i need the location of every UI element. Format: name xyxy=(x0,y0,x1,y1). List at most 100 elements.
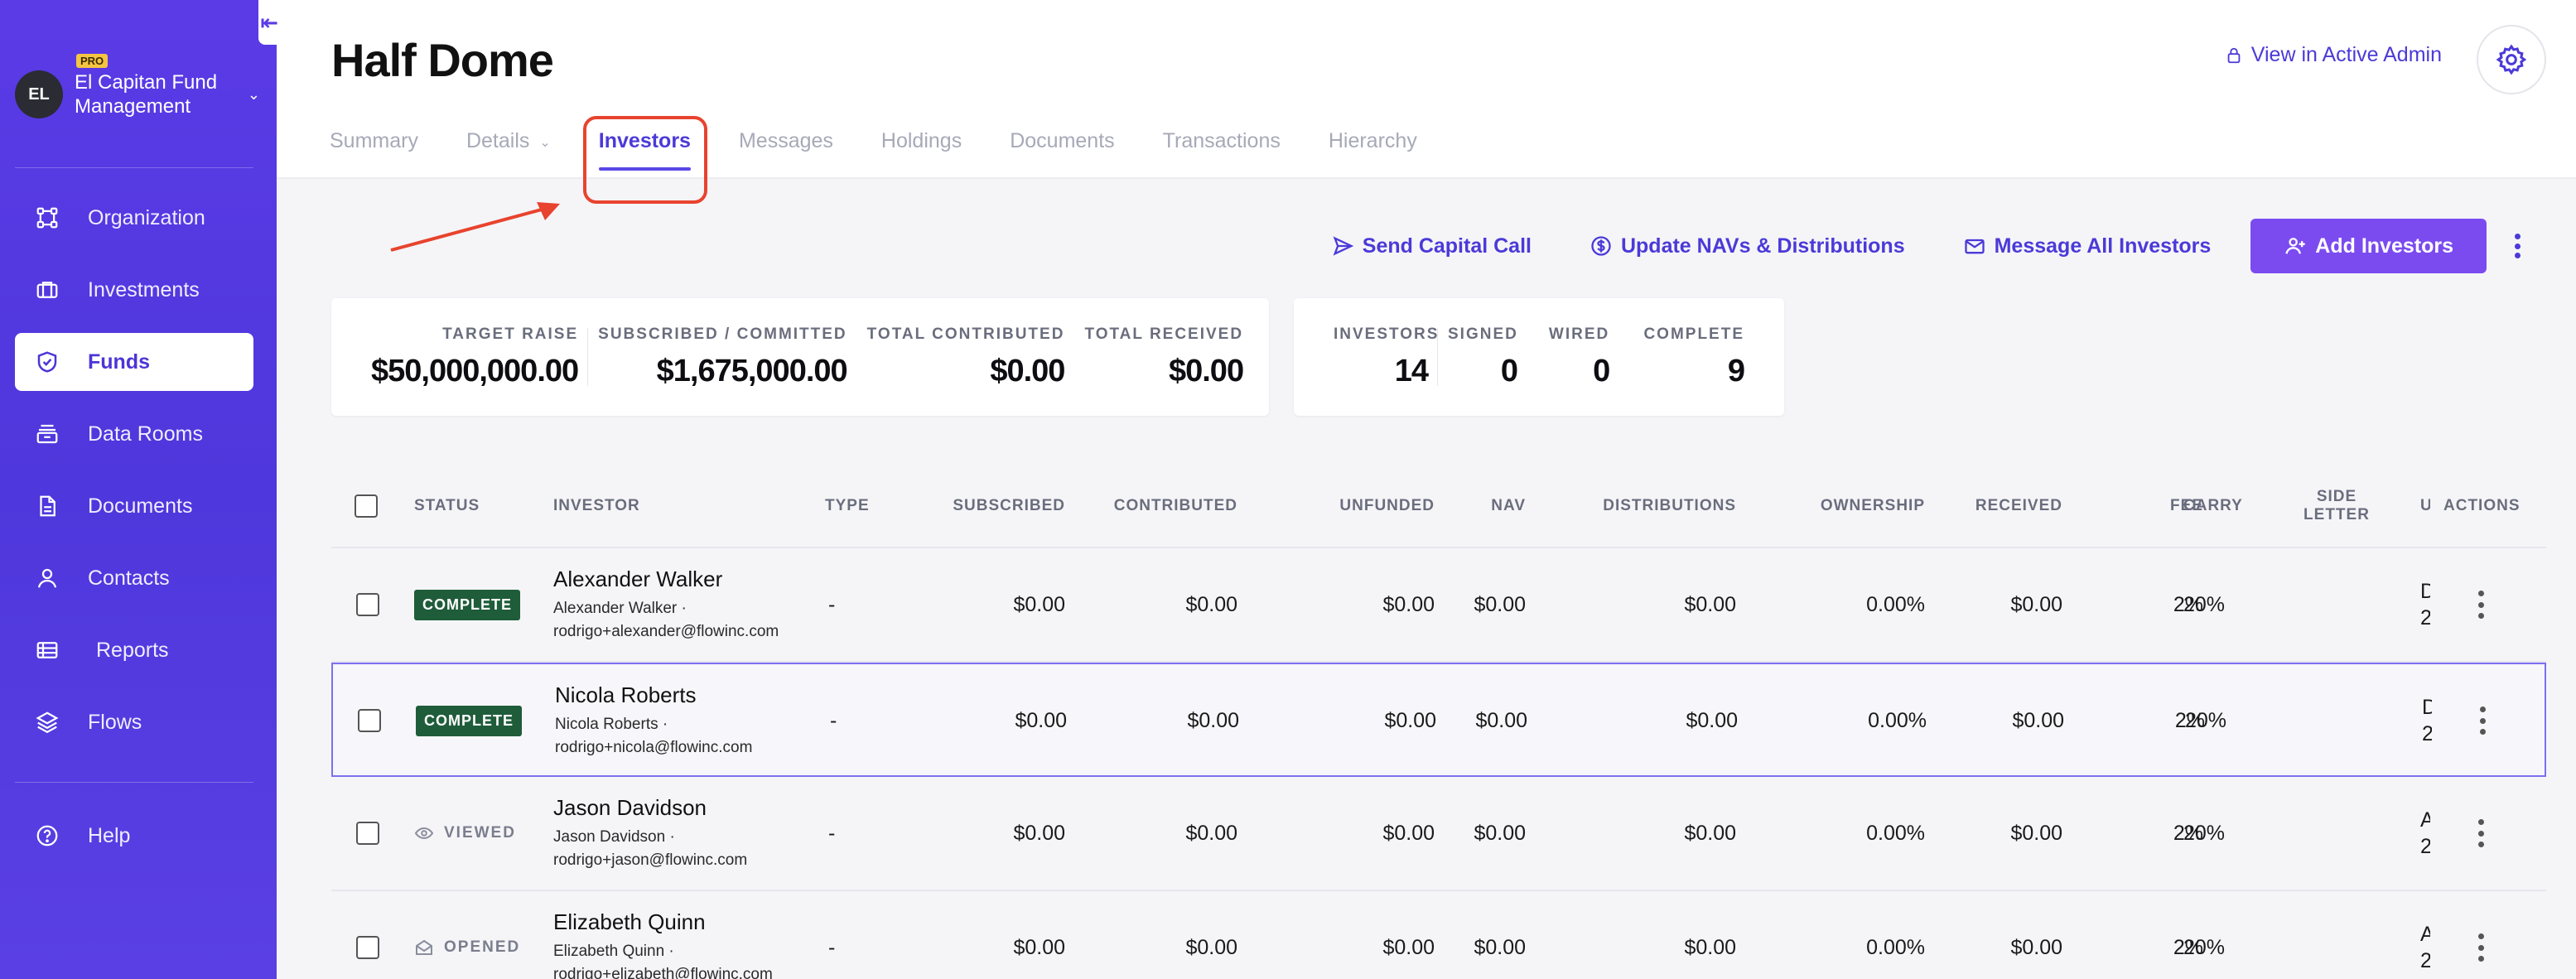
row-actions-kebab-icon[interactable] xyxy=(2478,707,2487,735)
row-checkbox[interactable] xyxy=(356,936,379,959)
stat-total-received: TOTAL RECEIVED $0.00 xyxy=(1074,298,1253,416)
send-capital-call-button[interactable]: Send Capital Call xyxy=(1331,234,1532,258)
investor-name[interactable]: Jason Davidson xyxy=(553,794,707,820)
person-icon xyxy=(33,564,61,592)
subscribed-cell: $0.00 xyxy=(1013,821,1065,845)
col-distributions[interactable]: DISTRIBUTIONS xyxy=(1603,497,1736,514)
sidebar-item-documents[interactable]: Documents xyxy=(15,477,253,535)
status-badge: VIEWED xyxy=(414,823,516,843)
divider xyxy=(15,167,253,168)
button-label: Add Investors xyxy=(2315,234,2453,258)
updated-cell: D 2 xyxy=(2420,548,2430,661)
updated-line: 2 xyxy=(2420,606,2430,629)
col-fee[interactable]: FEE xyxy=(2170,497,2203,514)
investor-name[interactable]: Elizabeth Quinn xyxy=(553,909,706,934)
row-actions-kebab-icon[interactable] xyxy=(2477,933,2485,962)
row-actions-cell xyxy=(2477,777,2485,890)
collapse-sidebar-button[interactable]: ⇤ xyxy=(258,0,280,45)
col-ownership[interactable]: OWNERSHIP xyxy=(1820,497,1925,514)
stat-total-contributed: TOTAL CONTRIBUTED $0.00 xyxy=(857,298,1075,416)
nav-cell: $0.00 xyxy=(1474,592,1526,616)
stat-label: SUBSCRIBED / COMMITTED xyxy=(598,325,847,343)
tab-summary[interactable]: Summary xyxy=(330,124,418,177)
row-checkbox[interactable] xyxy=(356,593,379,616)
sidebar-item-contacts[interactable]: Contacts xyxy=(15,549,253,607)
help-circle-icon xyxy=(33,822,61,850)
status-badge: COMPLETE xyxy=(416,705,523,736)
investor-cell[interactable]: Alexander Walker Alexander Walker · rodr… xyxy=(553,548,818,661)
col-updated[interactable]: U xyxy=(2420,497,2430,514)
more-options-button[interactable] xyxy=(2505,223,2530,269)
add-investors-button[interactable]: Add Investors xyxy=(2250,219,2487,273)
tab-investors[interactable]: Investors xyxy=(598,124,692,177)
sidebar-item-data-rooms[interactable]: Data Rooms xyxy=(15,405,253,463)
table-row[interactable]: OPENED Elizabeth Quinn Elizabeth Quinn ·… xyxy=(331,891,2546,979)
sidebar-item-label: Reports xyxy=(96,638,169,662)
carry-cell: 20% xyxy=(2185,708,2227,732)
stat-value: 0 xyxy=(1500,353,1518,388)
updated-cell: A 2 xyxy=(2420,777,2430,890)
col-side-letter[interactable]: SIDE LETTER xyxy=(2291,464,2382,548)
organization-icon xyxy=(33,204,61,232)
row-actions-kebab-icon[interactable] xyxy=(2477,591,2485,619)
view-in-active-admin-link[interactable]: View in Active Admin xyxy=(2225,43,2442,67)
org-switcher[interactable]: EL PRO El Capitan Fund Management ⌄ xyxy=(15,54,260,129)
sidebar-item-label: Documents xyxy=(88,494,193,518)
sidebar-item-funds[interactable]: Funds xyxy=(15,333,253,391)
stat-complete: COMPLETE 9 xyxy=(1619,298,1754,416)
updated-line: 2 xyxy=(2422,722,2432,745)
sidebar-item-organization[interactable]: Organization xyxy=(15,189,253,247)
tab-documents[interactable]: Documents xyxy=(1010,124,1114,177)
row-actions-kebab-icon[interactable] xyxy=(2477,819,2485,847)
stat-label: TARGET RAISE xyxy=(442,325,579,343)
investor-cell[interactable]: Elizabeth Quinn Elizabeth Quinn · rodrig… xyxy=(553,891,818,979)
select-all-checkbox[interactable] xyxy=(355,494,378,518)
fee-cell: 2% xyxy=(2173,935,2203,959)
updated-cell: A 2 xyxy=(2420,891,2430,979)
tab-messages[interactable]: Messages xyxy=(739,124,833,177)
sidebar-item-flows[interactable]: Flows xyxy=(15,693,253,751)
chevron-down-icon: ⌄ xyxy=(539,136,551,150)
sidebar-item-help[interactable]: Help xyxy=(15,807,253,865)
row-select-cell xyxy=(356,548,379,661)
col-type[interactable]: TYPE xyxy=(825,497,870,514)
col-status[interactable]: STATUS xyxy=(414,497,480,514)
tab-transactions[interactable]: Transactions xyxy=(1163,124,1281,177)
row-checkbox[interactable] xyxy=(358,709,381,732)
col-investor[interactable]: INVESTOR xyxy=(553,497,640,514)
col-contributed[interactable]: CONTRIBUTED xyxy=(1113,497,1237,514)
admin-link-label: View in Active Admin xyxy=(2250,43,2442,66)
ownership-cell: 0.00% xyxy=(1866,592,1925,616)
col-nav[interactable]: NAV xyxy=(1491,497,1526,514)
stat-label: INVESTORS xyxy=(1334,325,1440,343)
settings-button[interactable] xyxy=(2477,25,2546,94)
row-checkbox[interactable] xyxy=(356,822,379,845)
col-unfunded[interactable]: UNFUNDED xyxy=(1339,497,1435,514)
table-row[interactable]: COMPLETE Nicola Roberts Nicola Roberts ·… xyxy=(331,663,2546,777)
status-cell: COMPLETE xyxy=(414,548,521,661)
investor-cell[interactable]: Nicola Roberts Nicola Roberts · rodrigo+… xyxy=(555,664,820,777)
table-row[interactable]: COMPLETE Alexander Walker Alexander Walk… xyxy=(331,548,2546,663)
message-all-investors-button[interactable]: Message All Investors xyxy=(1963,234,2211,258)
tab-label: Hierarchy xyxy=(1328,129,1417,152)
col-carry[interactable]: CARRY xyxy=(2183,497,2243,514)
type-cell: - xyxy=(828,821,836,845)
header-label: LETTER xyxy=(2303,506,2370,523)
sidebar-item-investments[interactable]: Investments xyxy=(15,261,253,319)
tab-hierarchy[interactable]: Hierarchy xyxy=(1329,124,1417,177)
table-row[interactable]: VIEWED Jason Davidson Jason Davidson · r… xyxy=(331,777,2546,891)
sidebar-item-label: Help xyxy=(88,823,131,847)
status-label: VIEWED xyxy=(444,824,516,842)
investor-name[interactable]: Alexander Walker xyxy=(553,566,723,591)
tab-holdings[interactable]: Holdings xyxy=(881,124,962,177)
investor-name[interactable]: Nicola Roberts xyxy=(555,682,697,707)
col-received[interactable]: RECEIVED xyxy=(1975,497,2062,514)
investor-cell[interactable]: Jason Davidson Jason Davidson · rodrigo+… xyxy=(553,777,818,890)
updated-line: 2 xyxy=(2420,835,2430,858)
col-subscribed[interactable]: SUBSCRIBED xyxy=(953,497,1065,514)
select-all-cell xyxy=(355,464,378,548)
update-navs-distributions-button[interactable]: Update NAVs & Distributions xyxy=(1589,234,1905,258)
sidebar-item-reports[interactable]: Reports xyxy=(15,621,253,679)
tab-details[interactable]: Details ⌄ xyxy=(466,124,551,177)
tab-bar: Summary Details ⌄ Investors Messages Hold… xyxy=(330,124,1465,177)
